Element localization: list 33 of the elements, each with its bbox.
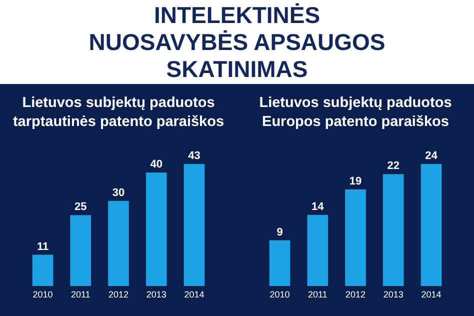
text: INTELEKTINĖS NUOSAVYBĖS APSAUGOS SKATINIMAS [88,2,386,82]
data-label: 19 [349,175,362,188]
x-tick-label: 2013 [146,290,166,300]
bar [307,214,328,286]
bar [108,200,129,286]
data-label: 25 [74,201,87,214]
x-tick-label: 2014 [184,290,204,300]
bar [32,254,54,286]
data-label: 24 [425,150,438,162]
x-tick-label: 2010 [32,290,53,300]
x-tick-label: 2011 [70,290,90,300]
data-label: 14 [312,200,325,213]
x-tick-label: 2011 [308,290,328,300]
bar [70,215,92,286]
data-label: 11 [36,240,49,253]
x-tick-label: 2010 [270,290,290,300]
bar [269,240,290,286]
x-tick-label: 2012 [345,290,366,300]
data-label: 40 [150,158,162,171]
x-tick-label: 2014 [421,290,442,300]
bar [184,164,205,286]
data-label: 22 [387,160,400,172]
chart-title: Lietuvos subjektų paduotos Europos patento paraiškos [258,94,453,132]
bar [382,174,404,286]
x-tick-label: 2013 [383,290,404,300]
bar [420,164,442,286]
data-label: 43 [188,150,200,162]
x-tick-label: 2012 [108,290,129,300]
bar [345,189,366,286]
chart-title: Lietuvos subjektų paduotos tarptautinės patento paraiškos [12,94,226,132]
bar [146,172,167,286]
data-label: 9 [276,226,283,238]
data-label: 30 [112,186,125,199]
